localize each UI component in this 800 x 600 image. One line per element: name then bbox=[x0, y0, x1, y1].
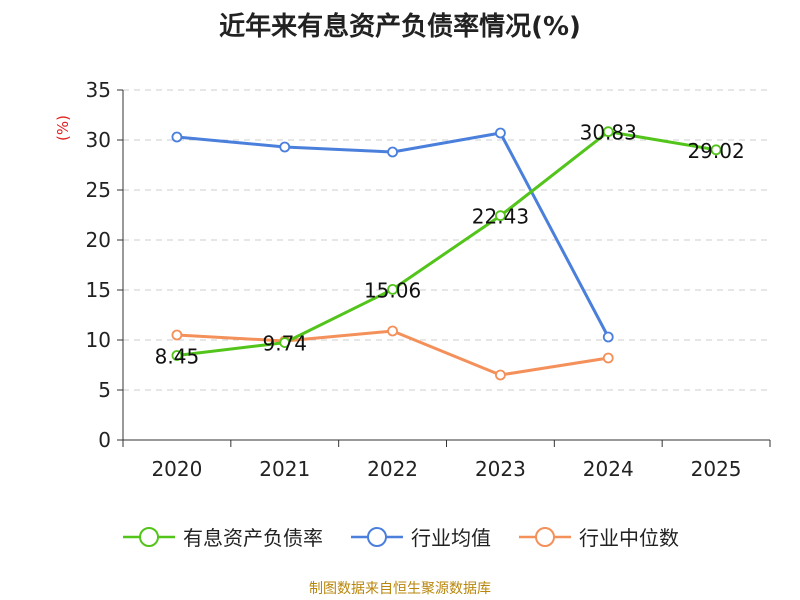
data-label: 8.45 bbox=[155, 345, 200, 369]
legend-label: 行业均值 bbox=[411, 526, 491, 550]
data-point bbox=[387, 146, 398, 158]
data-point bbox=[602, 352, 614, 364]
legend-label: 行业中位数 bbox=[579, 526, 679, 550]
y-tick-label: 25 bbox=[86, 178, 111, 202]
data-label: 30.83 bbox=[580, 121, 637, 145]
data-point bbox=[495, 369, 506, 381]
data-point bbox=[602, 126, 614, 138]
series-line bbox=[176, 131, 610, 338]
data-label: 15.06 bbox=[364, 278, 421, 302]
x-tick-label: 2023 bbox=[475, 457, 526, 481]
data-label: 9.74 bbox=[262, 332, 307, 356]
chart-title: 近年来有息资产负债率情况(%) bbox=[219, 12, 581, 42]
legend-marker-icon bbox=[123, 526, 175, 547]
data-point bbox=[279, 337, 291, 349]
y-tick-label: 15 bbox=[86, 278, 111, 302]
data-source-note: 制图数据来自恒生聚源数据库 bbox=[309, 581, 491, 597]
legend-item: 有息资产负债率 bbox=[121, 522, 323, 551]
data-label: 29.02 bbox=[687, 139, 744, 163]
data-point bbox=[710, 144, 722, 156]
y-axis-label: (%) bbox=[54, 115, 72, 141]
data-point bbox=[279, 141, 291, 153]
y-tick-label: 35 bbox=[86, 78, 111, 102]
legend: 有息资产负债率 行业均值 行业中位数 bbox=[0, 522, 800, 551]
data-point bbox=[171, 131, 183, 143]
x-tick-label: 2021 bbox=[259, 457, 310, 481]
data-point bbox=[602, 331, 614, 343]
series-line bbox=[176, 329, 609, 377]
data-label: 22.43 bbox=[472, 205, 529, 229]
y-tick-label: 5 bbox=[98, 378, 111, 402]
legend-marker-icon bbox=[519, 526, 571, 547]
x-tick-label: 2024 bbox=[583, 457, 634, 481]
legend-label: 有息资产负债率 bbox=[183, 526, 323, 550]
y-tick-label: 0 bbox=[98, 428, 111, 452]
y-tick-label: 30 bbox=[86, 128, 111, 152]
x-tick-label: 2020 bbox=[151, 457, 202, 481]
x-tick-label: 2025 bbox=[691, 457, 742, 481]
series-line bbox=[176, 130, 717, 357]
data-point bbox=[495, 127, 506, 139]
data-point bbox=[495, 210, 506, 222]
legend-marker-icon bbox=[351, 526, 403, 547]
y-tick-label: 20 bbox=[86, 228, 111, 252]
data-point bbox=[171, 350, 183, 361]
legend-item: 行业均值 bbox=[349, 522, 491, 551]
x-tick-label: 2022 bbox=[367, 457, 418, 481]
data-point bbox=[387, 325, 398, 337]
y-tick-label: 10 bbox=[86, 328, 111, 352]
data-point bbox=[387, 283, 398, 295]
data-point bbox=[171, 329, 183, 341]
legend-item: 行业中位数 bbox=[517, 522, 679, 551]
